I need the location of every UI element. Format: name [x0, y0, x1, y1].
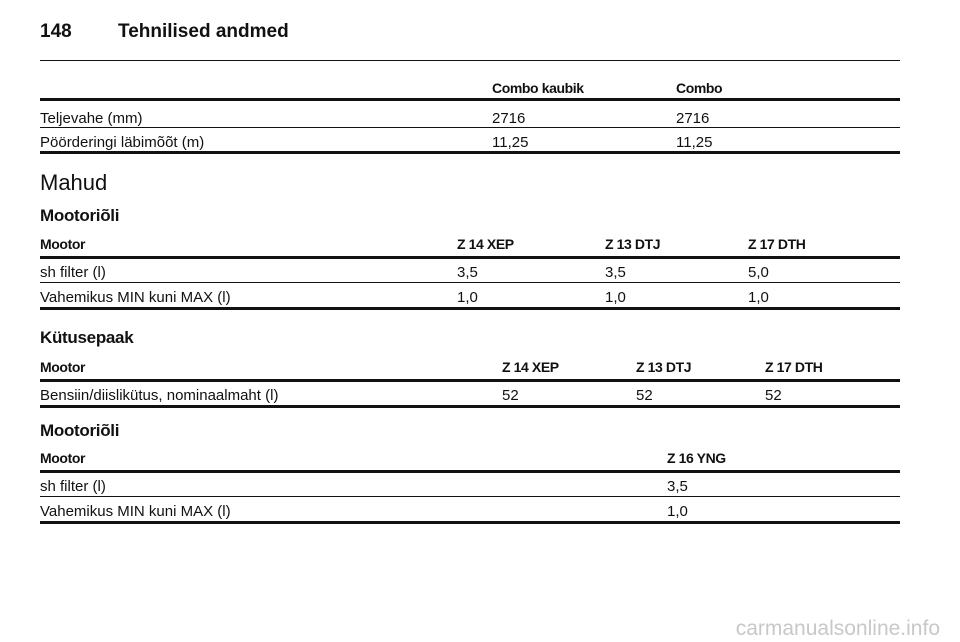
cell: 3,5 [605, 264, 626, 281]
cell: 1,0 [457, 289, 478, 306]
cell: 52 [502, 387, 519, 404]
thick-rule [40, 379, 900, 382]
column-header: Z 13 DTJ [605, 236, 661, 252]
cell: 2716 [676, 110, 710, 127]
thin-rule [40, 496, 900, 497]
table-heading: Mootoriõli [40, 421, 120, 440]
thick-rule [40, 521, 900, 524]
watermark: carmanualsonline.info [735, 617, 940, 640]
thick-rule [40, 470, 900, 473]
thick-rule [40, 405, 900, 408]
cell: 11,25 [492, 134, 529, 151]
thick-rule [40, 307, 900, 310]
column-header: Z 14 XEP [457, 236, 514, 252]
column-header: Z 16 YNG [667, 450, 726, 466]
header-rule [40, 60, 900, 61]
section-title: Mahud [40, 170, 108, 195]
row-label: Bensiin/diislikütus, nominaalmaht (l) [40, 387, 279, 404]
cell: 52 [636, 387, 653, 404]
column-header: Z 14 XEP [502, 359, 559, 375]
cell: 3,5 [457, 264, 478, 281]
row-label: sh filter (l) [40, 264, 106, 281]
cell: 11,25 [676, 134, 713, 151]
page-title: Tehnilised andmed [118, 21, 289, 42]
column-header: Mootor [40, 236, 86, 252]
column-header: Mootor [40, 450, 86, 466]
table-heading: Kütusepaak [40, 328, 134, 347]
row-label: Teljevahe (mm) [40, 110, 143, 127]
column-header: Z 17 DTH [748, 236, 806, 252]
column-header: Z 17 DTH [765, 359, 823, 375]
thick-rule [40, 256, 900, 259]
thick-rule [40, 151, 900, 154]
row-label: Vahemikus MIN kuni MAX (l) [40, 289, 231, 306]
table-heading: Mootoriõli [40, 206, 120, 225]
row-label: sh filter (l) [40, 478, 106, 495]
cell: 1,0 [605, 289, 626, 306]
cell: 52 [765, 387, 782, 404]
cell: 3,5 [667, 478, 688, 495]
cell: 5,0 [748, 264, 769, 281]
thick-rule [40, 98, 900, 101]
cell: 2716 [492, 110, 526, 127]
thin-rule [40, 127, 900, 128]
page-number: 148 [40, 21, 72, 42]
cell: 1,0 [667, 503, 688, 520]
column-header: Z 13 DTJ [636, 359, 692, 375]
column-header: Combo kaubik [492, 80, 584, 96]
row-label: Vahemikus MIN kuni MAX (l) [40, 503, 231, 520]
column-header: Combo [676, 80, 723, 96]
column-header: Mootor [40, 359, 86, 375]
cell: 1,0 [748, 289, 769, 306]
thin-rule [40, 282, 900, 283]
row-label: Pöörderingi läbimõõt (m) [40, 134, 205, 151]
